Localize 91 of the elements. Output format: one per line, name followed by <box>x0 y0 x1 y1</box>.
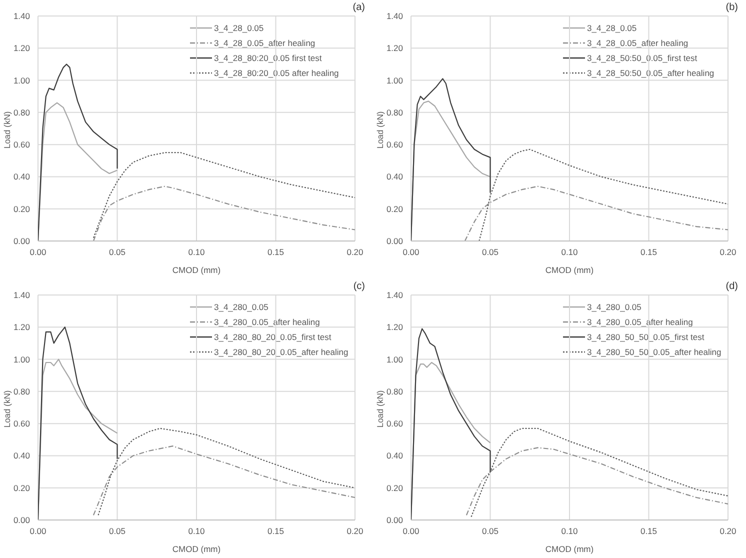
chart-title: (b) <box>726 2 738 13</box>
legend-label: 3_4_28_50:50_0.05_after healing <box>587 68 714 78</box>
y-tick-label: 0.20 <box>386 482 404 493</box>
chart-title: (a) <box>352 2 365 13</box>
y-tick-label: 0.60 <box>13 418 30 429</box>
line-series <box>464 186 728 241</box>
x-tick-label: 0.20 <box>720 526 737 536</box>
x-tick-label: 0.15 <box>267 247 284 258</box>
x-axis-title: CMOD (mm) <box>545 544 594 554</box>
legend-label: 3_4_28_0.05 <box>214 22 264 32</box>
y-tick-label: 0.80 <box>386 386 404 396</box>
line-series <box>92 446 355 516</box>
chart-title: (d) <box>726 281 738 292</box>
y-tick-label: 1.40 <box>13 290 30 300</box>
legend-label: 3_4_28_80:20_0.05 first test <box>214 52 322 62</box>
line-series <box>92 152 355 238</box>
y-tick-label: 0.40 <box>386 172 404 182</box>
line-series <box>92 186 355 241</box>
legend-label: 3_4_280_0.05_after healing <box>587 316 693 326</box>
legend-label: 3_4_280_50_50_0.05_after healing <box>587 346 722 356</box>
x-tick-label: 0.10 <box>561 526 578 536</box>
line-series <box>98 428 355 516</box>
x-axis-title: CMOD (mm) <box>172 265 221 275</box>
legend-label: 3_4_28_0.05_after healing <box>214 38 316 48</box>
x-tick-label: 0.15 <box>267 526 284 536</box>
y-tick-label: 0.60 <box>13 140 30 150</box>
y-tick-label: 0.40 <box>13 172 30 182</box>
x-tick-label: 0.10 <box>561 247 578 258</box>
y-tick-label: 1.20 <box>386 322 404 332</box>
y-tick-label: 0.00 <box>13 515 30 526</box>
line-series <box>466 447 728 516</box>
x-tick-label: 0.20 <box>346 247 364 258</box>
x-tick-label: 0.10 <box>188 526 206 536</box>
x-tick-label: 0.05 <box>482 526 499 536</box>
legend-label: 3_4_280_80_20_0.05_after healing <box>214 346 348 356</box>
x-tick-label: 0.00 <box>402 526 420 536</box>
y-tick-label: 0.40 <box>13 450 30 461</box>
y-tick-label: 0.80 <box>13 107 30 118</box>
x-tick-label: 0.20 <box>346 526 364 536</box>
x-tick-label: 0.00 <box>30 526 47 536</box>
y-axis-title: Load (kN) <box>375 390 385 428</box>
y-axis-title: Load (kN) <box>375 111 385 149</box>
y-tick-label: 0.40 <box>386 450 404 461</box>
line-series <box>411 328 491 520</box>
y-tick-label: 1.40 <box>386 290 404 300</box>
legend-label: 3_4_280_0.05 <box>587 302 642 312</box>
legend-label: 3_4_28_50:50_0.05_first test <box>587 52 698 62</box>
y-tick-label: 0.80 <box>386 107 404 118</box>
y-tick-label: 1.40 <box>13 11 30 22</box>
legend-label: 3_4_280_50_50_0.05_first test <box>587 332 704 342</box>
legend-label: 3_4_28_80:20_0.05 after healing <box>214 68 339 78</box>
y-tick-label: 0.00 <box>386 515 404 526</box>
y-tick-label: 0.20 <box>386 204 404 214</box>
x-tick-label: 0.00 <box>30 247 47 258</box>
y-tick-label: 1.40 <box>386 11 404 22</box>
legend-label: 3_4_280_0.05 <box>214 302 268 312</box>
line-series <box>470 428 728 518</box>
y-tick-label: 0.00 <box>386 236 404 246</box>
x-tick-label: 0.15 <box>640 247 658 258</box>
y-tick-label: 1.00 <box>386 354 404 364</box>
chart-title: (c) <box>353 281 365 292</box>
y-tick-label: 0.20 <box>13 204 30 214</box>
line-series <box>38 326 118 520</box>
x-axis-title: CMOD (mm) <box>545 265 594 275</box>
y-tick-label: 0.80 <box>13 386 30 396</box>
x-axis-title: CMOD (mm) <box>172 544 221 554</box>
legend-label: 3_4_28_0.05_after healing <box>587 38 688 48</box>
x-tick-label: 0.15 <box>640 526 658 536</box>
y-tick-label: 0.00 <box>13 236 30 246</box>
y-tick-label: 1.20 <box>13 322 30 332</box>
line-series <box>38 64 118 241</box>
y-tick-label: 1.00 <box>13 75 30 86</box>
legend-label: 3_4_280_80_20_0.05_first test <box>214 332 332 342</box>
legend-label: 3_4_28_0.05 <box>587 22 637 32</box>
y-tick-label: 1.20 <box>13 43 30 54</box>
y-tick-label: 1.20 <box>386 43 404 54</box>
y-tick-label: 1.00 <box>386 75 404 86</box>
y-tick-label: 0.20 <box>13 482 30 493</box>
y-tick-label: 0.60 <box>386 418 404 429</box>
x-tick-label: 0.00 <box>402 247 420 258</box>
y-axis-title: Load (kN) <box>2 111 12 149</box>
x-tick-label: 0.05 <box>108 526 126 536</box>
x-tick-label: 0.20 <box>720 247 737 258</box>
legend-label: 3_4_280_0.05_after healing <box>214 316 320 326</box>
y-axis-title: Load (kN) <box>2 390 12 428</box>
x-tick-label: 0.10 <box>188 247 206 258</box>
x-tick-label: 0.05 <box>482 247 499 258</box>
y-tick-label: 1.00 <box>13 354 30 364</box>
line-series <box>478 148 728 241</box>
y-tick-label: 0.60 <box>386 140 404 150</box>
x-tick-label: 0.05 <box>108 247 126 258</box>
